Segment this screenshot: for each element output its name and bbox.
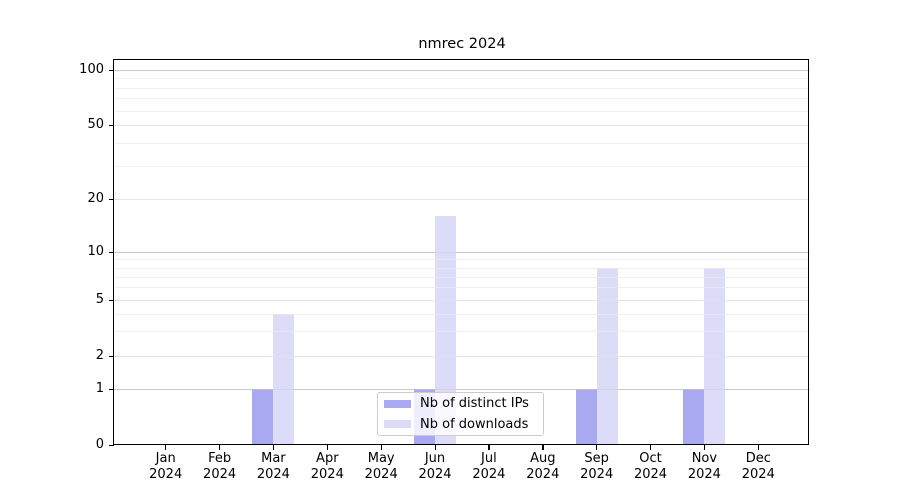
bar-downloads-jun (435, 216, 456, 445)
x-tick-label-oct: Oct 2024 (633, 451, 668, 482)
legend-label-downloads: Nb of downloads (420, 416, 529, 432)
gridline-overlay-60 (114, 110, 810, 112)
y-tick-label-20: 20 (87, 191, 104, 206)
x-tick-nov (703, 445, 706, 450)
gridline-overlay-90 (114, 78, 810, 80)
bar-ips-mar (252, 389, 274, 445)
x-tick-oct (650, 445, 652, 450)
plot-frame (113, 59, 809, 445)
gridline-overlay-20 (114, 199, 810, 200)
gridline-overlay-50 (114, 125, 810, 126)
legend-label-distinct-ips: Nb of distinct IPs (420, 396, 529, 412)
x-tick-jul (488, 445, 490, 450)
x-tick-label-feb: Feb 2024 (203, 451, 237, 482)
x-tick-feb (219, 445, 221, 450)
gridline-overlay-6 (114, 287, 810, 289)
x-tick-may (380, 445, 382, 450)
x-tick-dec (757, 445, 760, 450)
legend-swatch-downloads (384, 420, 411, 429)
legend-item-distinct-ips: Nb of distinct IPs (384, 395, 537, 413)
gridline-overlay-5 (114, 300, 810, 301)
gridline-overlay-9 (114, 259, 810, 261)
x-tick-sep (596, 445, 598, 450)
y-tick-10 (109, 251, 114, 253)
y-tick-20 (109, 198, 114, 200)
gridline-overlay-2 (114, 356, 810, 357)
gridline-overlay-40 (114, 143, 810, 144)
x-tick-label-aug: Aug 2024 (526, 451, 560, 482)
bar-downloads-mar (273, 313, 295, 445)
x-tick-jun (434, 445, 436, 450)
x-tick-label-may: May 2024 (364, 451, 398, 482)
gridline-overlay-30 (114, 166, 810, 168)
x-tick-label-dec: Dec 2024 (741, 451, 775, 482)
bar-ips-nov (683, 389, 705, 445)
gridline-overlay-10 (114, 252, 810, 253)
y-tick-100 (109, 69, 114, 71)
y-tick-label-1: 1 (95, 381, 104, 396)
y-tick-label-5: 5 (95, 292, 104, 307)
x-tick-apr (326, 445, 329, 450)
gridline-overlay-8 (114, 267, 810, 269)
y-tick-label-50: 50 (87, 117, 104, 132)
x-tick-label-jul: Jul 2024 (472, 451, 506, 482)
gridline-overlay-70 (114, 98, 810, 100)
x-tick-jan (165, 445, 167, 450)
gridline-overlay-7 (114, 276, 810, 278)
x-tick-aug (542, 445, 544, 450)
y-tick-1 (109, 388, 114, 390)
gridline-overlay-100 (114, 70, 810, 71)
y-tick-5 (109, 299, 114, 301)
gridline-overlay-80 (114, 87, 810, 89)
y-tick-label-2: 2 (95, 348, 104, 363)
y-tick-label-100: 100 (79, 62, 104, 77)
y-tick-2 (109, 355, 114, 357)
x-tick-label-nov: Nov 2024 (687, 451, 721, 482)
x-tick-label-sep: Sep 2024 (580, 451, 614, 482)
gridline-overlay-4 (114, 313, 810, 315)
bar-ips-sep (575, 389, 597, 445)
legend-swatch-distinct-ips (384, 399, 411, 408)
x-tick-label-jan: Jan 2024 (149, 451, 183, 482)
x-tick-label-mar: Mar 2024 (256, 451, 290, 482)
chart-title: nmrec 2024 (418, 36, 506, 52)
y-tick-50 (109, 124, 114, 126)
x-tick-label-jun: Jun 2024 (418, 451, 452, 482)
y-tick-0 (109, 444, 114, 446)
y-tick-label-10: 10 (87, 244, 104, 259)
legend-item-downloads: Nb of downloads (384, 416, 537, 434)
x-tick-mar (272, 445, 275, 450)
y-tick-label-0: 0 (95, 437, 104, 452)
x-tick-label-apr: Apr 2024 (310, 451, 344, 482)
legend: Nb of distinct IPs Nb of downloads (377, 392, 544, 436)
gridline-overlay-3 (114, 331, 810, 333)
gridline-overlay-1 (114, 389, 810, 390)
